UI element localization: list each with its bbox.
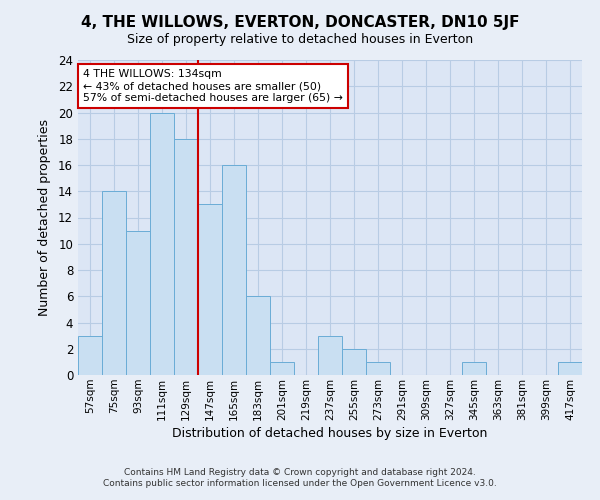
Y-axis label: Number of detached properties: Number of detached properties <box>38 119 51 316</box>
Text: Size of property relative to detached houses in Everton: Size of property relative to detached ho… <box>127 32 473 46</box>
Bar <box>366 362 390 375</box>
Bar <box>222 165 246 375</box>
Bar <box>150 112 174 375</box>
Bar <box>342 349 366 375</box>
Text: Contains HM Land Registry data © Crown copyright and database right 2024.
Contai: Contains HM Land Registry data © Crown c… <box>103 468 497 487</box>
Text: 4 THE WILLOWS: 134sqm
← 43% of detached houses are smaller (50)
57% of semi-deta: 4 THE WILLOWS: 134sqm ← 43% of detached … <box>83 70 343 102</box>
Bar <box>102 191 126 375</box>
Bar <box>78 336 102 375</box>
Bar <box>318 336 342 375</box>
X-axis label: Distribution of detached houses by size in Everton: Distribution of detached houses by size … <box>172 427 488 440</box>
Bar <box>558 362 582 375</box>
Text: 4, THE WILLOWS, EVERTON, DONCASTER, DN10 5JF: 4, THE WILLOWS, EVERTON, DONCASTER, DN10… <box>81 15 519 30</box>
Bar <box>246 296 270 375</box>
Bar <box>270 362 294 375</box>
Bar <box>462 362 486 375</box>
Bar <box>174 138 198 375</box>
Bar <box>126 230 150 375</box>
Bar <box>198 204 222 375</box>
